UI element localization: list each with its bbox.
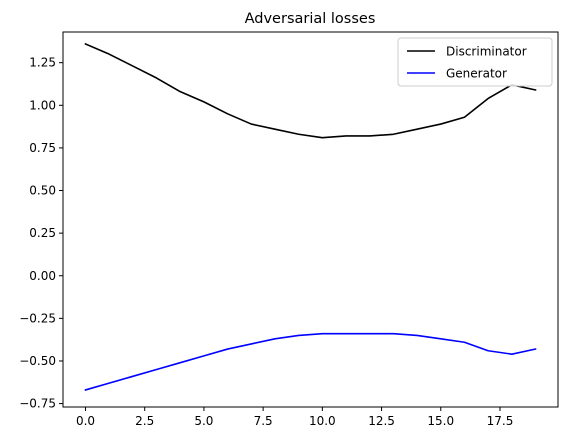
x-axis: 0.0 2.5 5.0 7.5 10.0 12.5 15.0 17.5 xyxy=(76,407,513,428)
series-line-discriminator xyxy=(84,42,537,139)
y-tick-label: −0.50 xyxy=(19,354,56,368)
legend-box xyxy=(397,37,553,87)
legend: Discriminator Generator xyxy=(397,37,553,87)
x-tick-label: 7.5 xyxy=(254,414,273,428)
y-axis: −0.75 −0.50 −0.25 0.00 0.25 0.50 0.75 1.00 1.25 xyxy=(19,56,63,411)
series-layer xyxy=(84,42,537,391)
x-tick-label: 10.0 xyxy=(309,414,336,428)
plot-area xyxy=(62,31,559,408)
y-tick-label: 0.25 xyxy=(29,226,56,240)
x-tick-label: 17.5 xyxy=(487,414,514,428)
y-tick-label: 1.00 xyxy=(29,98,56,112)
x-tick-label: 15.0 xyxy=(427,414,454,428)
series-line-generator xyxy=(84,332,537,391)
y-tick-label: 0.00 xyxy=(29,269,56,283)
y-tick-label: 0.50 xyxy=(29,184,56,198)
x-tick-label: 12.5 xyxy=(368,414,395,428)
legend-label-generator: Generator xyxy=(446,67,507,81)
chart-title: Adversarial losses xyxy=(245,11,376,27)
y-tick-label: 0.75 xyxy=(29,141,56,155)
y-tick-label: 1.25 xyxy=(29,56,56,70)
x-tick-label: 2.5 xyxy=(135,414,154,428)
legend-label-discriminator: Discriminator xyxy=(446,45,527,59)
y-tick-label: −0.75 xyxy=(19,397,56,411)
x-tick-label: 0.0 xyxy=(76,414,95,428)
y-tick-label: −0.25 xyxy=(19,311,56,325)
x-tick-label: 5.0 xyxy=(194,414,213,428)
